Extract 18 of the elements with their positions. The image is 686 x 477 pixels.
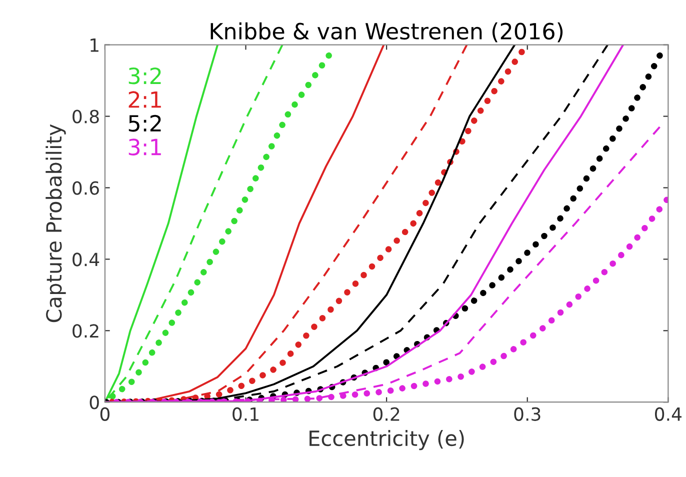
y-tick-label: 0.2 [72,324,98,338]
y-tick-label: 0.8 [72,110,99,124]
text: 5:2 [128,114,161,132]
x-tick-label: 0 [100,407,110,421]
x-axis-title: Eccentricity (e) [310,430,464,450]
series-label: 3:2 [128,67,161,84]
x-tick-label: 0.1 [232,407,258,421]
y-axis-title: Capture Probability [46,124,66,322]
chart-title: Knibbe & van Westrenen (2016) [210,22,563,42]
x-tick-label: 0.4 [655,407,682,421]
x-tick-label: 0.3 [514,407,540,421]
text: 3:1 [128,138,161,156]
y-tick-label: 1 [90,38,98,52]
x-tick-label: 0.2 [373,407,400,421]
text: 2:1 [128,91,161,108]
y-tick-label: 0.4 [72,252,100,266]
y-tick-label: 0.6 [72,181,99,195]
y-tick-label: 0 [90,396,99,410]
